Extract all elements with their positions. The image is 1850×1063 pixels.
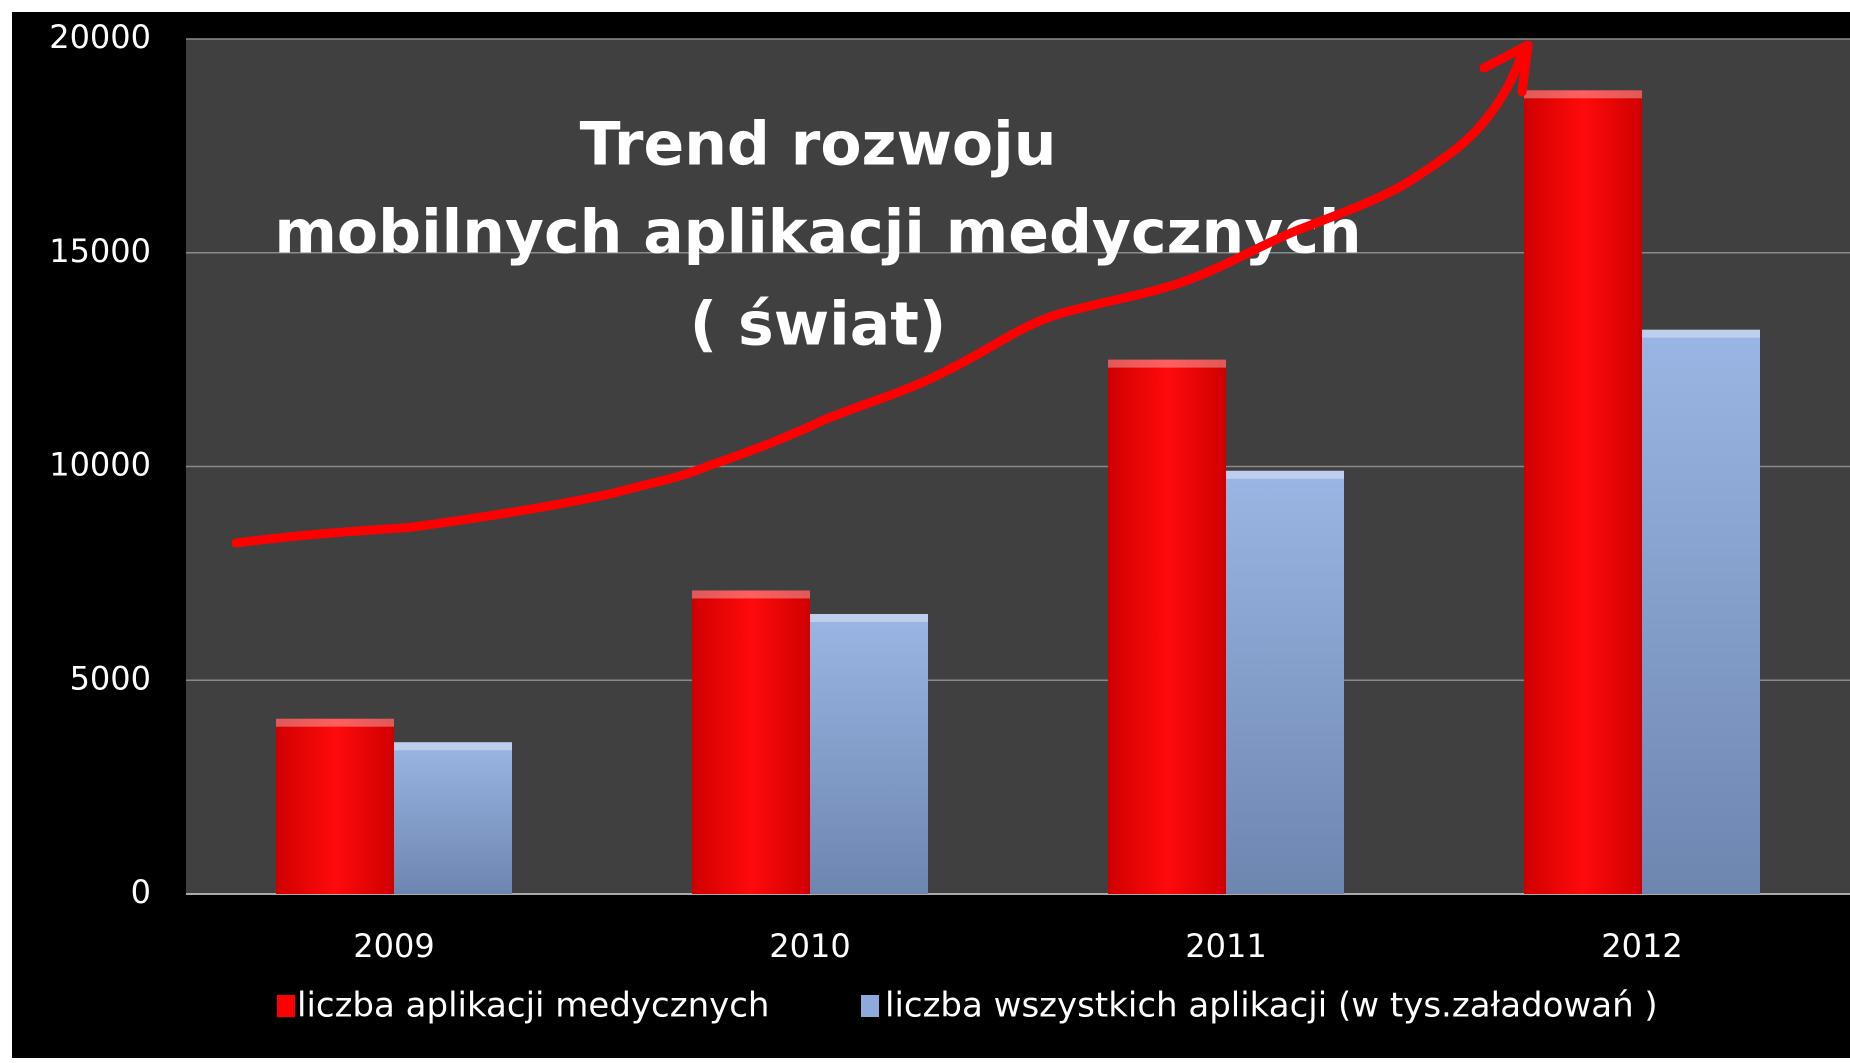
bar: [1226, 470, 1344, 894]
y-tick-label: 0: [131, 873, 151, 911]
y-tick-label: 15000: [49, 232, 151, 270]
bar-top: [276, 718, 394, 727]
y-tick-label: 20000: [49, 18, 151, 56]
chart-title: ( świat): [690, 290, 947, 360]
bar: [394, 742, 512, 894]
legend-label: liczba wszystkich aplikacji (w tys.załad…: [885, 986, 1658, 1026]
chart-title: Trend rozwoju: [580, 110, 1057, 180]
bar-top: [394, 742, 512, 751]
bar: [1524, 90, 1642, 895]
x-tick-label: 2009: [353, 927, 434, 965]
bar: [810, 613, 928, 894]
chart-title: mobilnych aplikacji medycznych: [274, 198, 1361, 268]
bar-top: [692, 590, 810, 599]
trend-arrow: [231, 40, 1533, 548]
y-tick-label: 10000: [49, 446, 151, 484]
legend-label: liczba aplikacji medycznych: [297, 986, 769, 1026]
bar-top: [1642, 329, 1760, 338]
bar-top: [1226, 470, 1344, 479]
x-tick-label: 2010: [769, 927, 850, 965]
bar-top: [1108, 359, 1226, 368]
legend-swatch: [861, 995, 879, 1017]
bar: [1642, 329, 1760, 894]
bar: [1108, 359, 1226, 894]
x-tick-label: 2011: [1185, 927, 1266, 965]
y-tick-label: 5000: [70, 659, 151, 697]
bar: [692, 590, 810, 894]
bar-top: [1524, 90, 1642, 99]
x-tick-label: 2012: [1601, 927, 1682, 965]
bar-top: [810, 613, 928, 622]
legend-swatch: [277, 995, 295, 1017]
bar: [276, 718, 394, 894]
